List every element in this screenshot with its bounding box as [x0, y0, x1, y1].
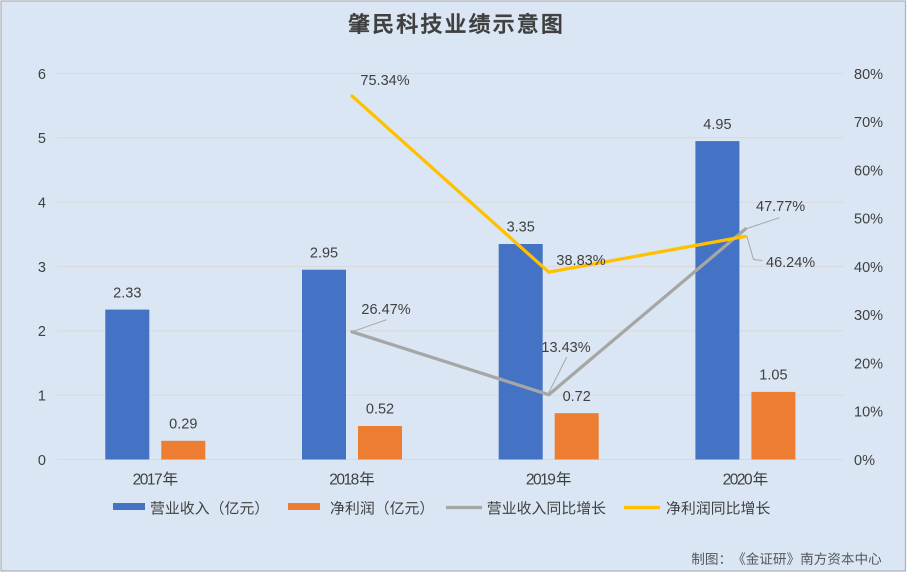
svg-text:20%: 20% [854, 356, 883, 372]
svg-text:1: 1 [38, 389, 46, 405]
svg-text:2.95: 2.95 [310, 245, 338, 261]
svg-text:5: 5 [38, 131, 46, 147]
svg-text:2020: 2020 [723, 472, 753, 489]
svg-text:10%: 10% [854, 405, 883, 421]
svg-text:2.33: 2.33 [113, 285, 141, 301]
svg-text:2018: 2018 [329, 472, 359, 489]
svg-text:1.05: 1.05 [759, 368, 787, 384]
svg-text:75.34%: 75.34% [360, 73, 409, 89]
svg-text:13.43%: 13.43% [541, 340, 590, 356]
svg-text:2019: 2019 [526, 472, 556, 489]
svg-text:3.35: 3.35 [507, 220, 535, 236]
svg-text:2: 2 [38, 324, 46, 340]
svg-text:4: 4 [38, 196, 46, 212]
svg-text:38.83%: 38.83% [556, 253, 605, 269]
svg-text:40%: 40% [854, 260, 883, 276]
svg-text:50%: 50% [854, 212, 883, 228]
svg-text:0.29: 0.29 [169, 417, 197, 433]
svg-text:0.72: 0.72 [563, 389, 591, 405]
svg-text:30%: 30% [854, 308, 883, 324]
svg-text:3: 3 [38, 260, 46, 276]
svg-text:0.52: 0.52 [366, 402, 394, 418]
svg-text:80%: 80% [854, 67, 883, 83]
svg-text:0: 0 [38, 453, 46, 469]
svg-text:70%: 70% [854, 115, 883, 131]
svg-text:46.24%: 46.24% [766, 255, 815, 271]
svg-text:6: 6 [38, 67, 46, 83]
svg-text:47.77%: 47.77% [756, 199, 805, 215]
svg-text:26.47%: 26.47% [361, 302, 410, 318]
svg-text:60%: 60% [854, 163, 883, 179]
svg-text:0%: 0% [854, 453, 875, 469]
svg-text:2017: 2017 [133, 472, 163, 489]
svg-text:4.95: 4.95 [703, 117, 731, 133]
